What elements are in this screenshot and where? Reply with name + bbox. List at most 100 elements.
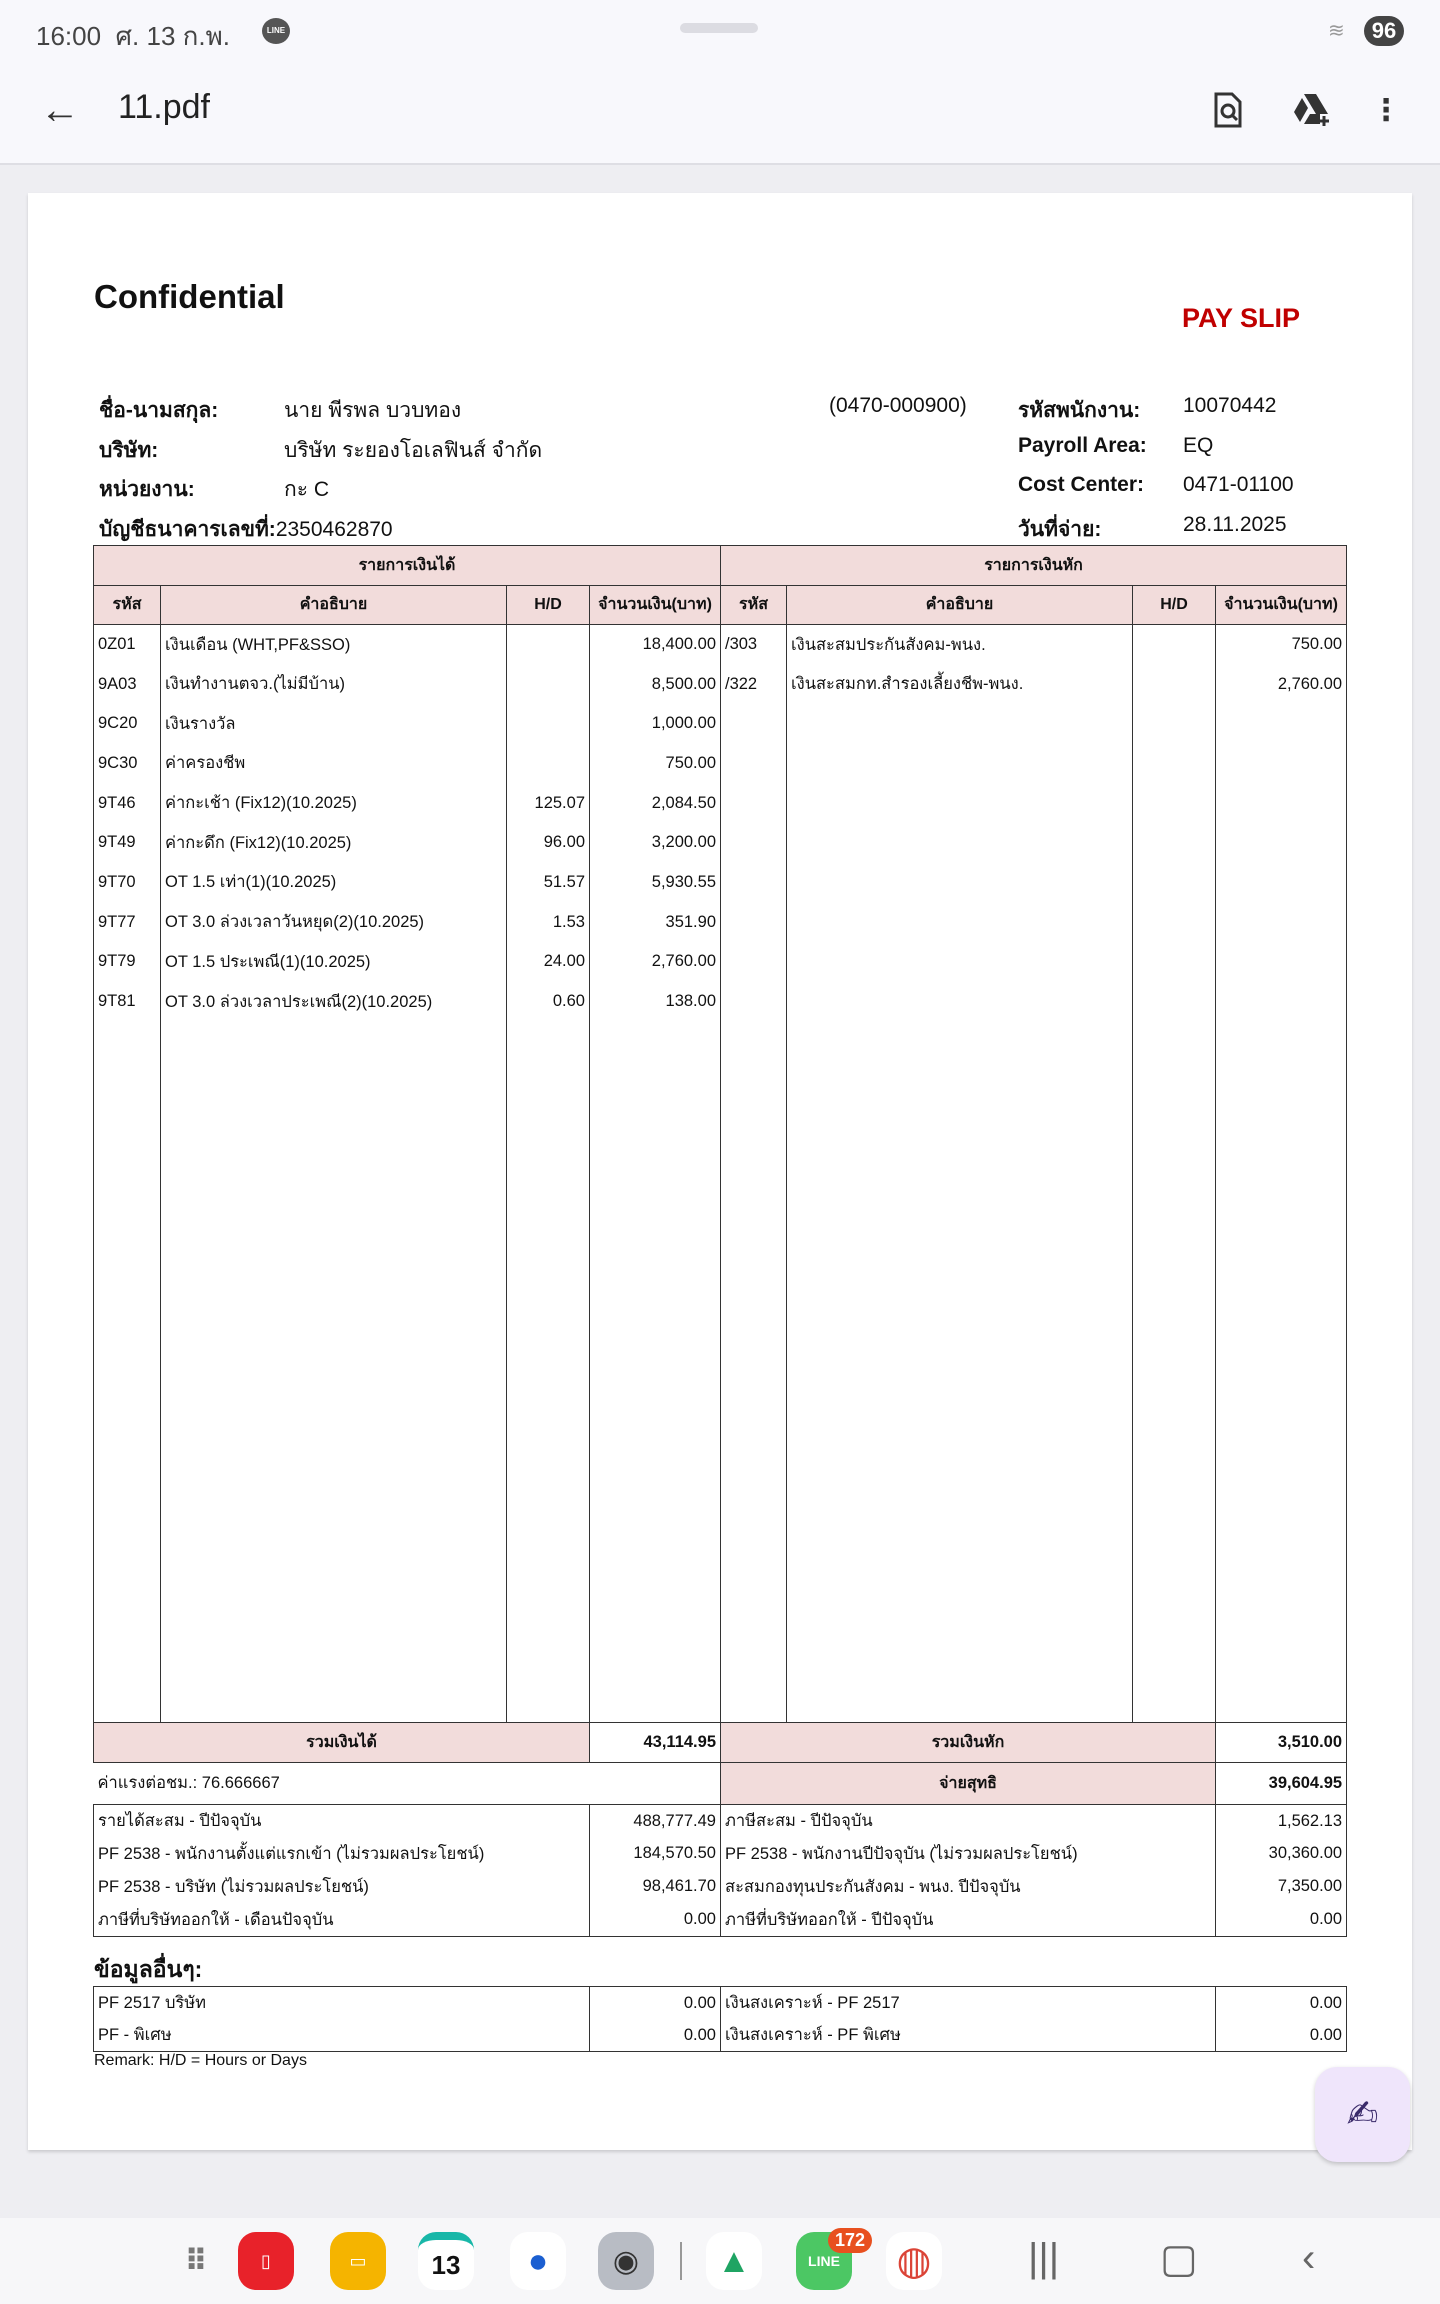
find-in-page-icon[interactable] (1206, 88, 1250, 132)
recents-button[interactable]: ||| (1028, 2236, 1060, 2280)
total-earnings-label: รวมเงินได้ (93, 1721, 590, 1763)
empty-rows (93, 1021, 1348, 1723)
drag-handle[interactable] (680, 23, 758, 33)
earning-item-hd: 0.60 (506, 981, 590, 1022)
confidential-heading: Confidential (94, 278, 285, 315)
col-desc: คำอธิบาย (786, 584, 1133, 625)
bank-number: 2350462870 (275, 518, 393, 541)
earning-item-amount: 8,500.00 (589, 664, 721, 704)
deduction-item-hd (1132, 783, 1216, 823)
notes-app-icon[interactable]: ▯ (238, 2232, 294, 2290)
deduction-item-hd (1132, 902, 1216, 942)
table-row: 9T46 ค่ากะเช้า (Fix12)(10.2025) 125.07 2,08… (93, 783, 1348, 823)
deduction-item-code (720, 822, 787, 863)
ytd-right-value: 1,562.13 (1214, 1803, 1348, 1838)
annotate-pen-icon[interactable]: ✍ (1315, 2067, 1410, 2162)
col-desc: คำอธิบาย (160, 584, 507, 625)
earning-item-amount: 750.00 (589, 743, 721, 784)
col-hd: H/D (1132, 584, 1216, 625)
empty-cell (589, 1021, 721, 1723)
taskbar: ⠿ ▯ ▭ 13 ● ◉ ▲ LINE 172 ◍ ||| ▢ ‹ (0, 2218, 1440, 2304)
deduction-item-description (786, 783, 1133, 823)
drive-add-icon[interactable] (1290, 88, 1334, 132)
deduction-item-amount (1214, 743, 1348, 784)
ytd-right-label: ภาษีสะสม - ปีปัจจุบัน (720, 1803, 1216, 1838)
earning-item-amount: 18,400.00 (589, 624, 721, 665)
ytd-left-label: PF 2538 - บริษัท (ไม่รวมผลประโยชน์) (93, 1870, 590, 1904)
earning-item-description: OT 1.5 เท่า(1)(10.2025) (160, 862, 507, 903)
wifi-icon: ≋ (1328, 20, 1345, 42)
unit-label: หน่วยงาน: (99, 478, 195, 501)
other-right-value: 0.00 (1215, 1986, 1347, 2019)
drive-app-icon[interactable]: ▲ (706, 2232, 762, 2290)
total-deductions-label: รวมเงินหัก (720, 1721, 1216, 1763)
messages-app-icon[interactable]: ● (510, 2232, 566, 2290)
deduction-item-amount (1214, 703, 1348, 744)
earning-item-description: OT 3.0 ล่วงเวลาประเพณี(2)(10.2025) (160, 981, 507, 1022)
chrome-app-icon[interactable]: ◍ (886, 2232, 942, 2290)
line-notification-icon: LINE (262, 18, 290, 44)
ytd-row: PF 2538 - พนักงานตั้งแต่แรกเข้า (ไม่รวมผ… (93, 1837, 1348, 1871)
deduction-item-code (720, 743, 787, 784)
pay-date: 28.11.2025 (1183, 513, 1287, 536)
empty-cell (506, 1021, 590, 1723)
cost-center-label: Cost Center: (1018, 473, 1145, 496)
table-row: 9A03 เงินทำงานตจว.(ไม่มีบ้าน) 8,500.00/322… (93, 664, 1348, 704)
earning-item-hd: 1.53 (506, 902, 590, 942)
ytd-right-label: สะสมกองทุนประกันสังคม - พนง. ปีปัจจุบัน (720, 1870, 1216, 1904)
ytd-left-value: 488,777.49 (589, 1803, 721, 1838)
date: ศ. 13 ก.พ. (115, 21, 230, 51)
earning-item-amount: 3,200.00 (589, 822, 721, 863)
ytd-right-value: 0.00 (1214, 1903, 1348, 1937)
table-row: 9C20 เงินรางวัล 1,000.00 (93, 703, 1348, 744)
table-row: 9T49 ค่ากะดึก (Fix12)(10.2025) 96.00 3,200.… (93, 822, 1348, 863)
deduction-item-description (786, 703, 1133, 744)
back-button[interactable]: ‹ (1302, 2236, 1316, 2280)
files-app-icon[interactable]: ▭ (330, 2232, 386, 2290)
deduction-item-hd (1132, 624, 1216, 665)
deduction-item-hd (1132, 664, 1216, 704)
more-vert-icon[interactable]: ⋮ (1371, 93, 1401, 127)
deduction-item-code (720, 703, 787, 744)
earning-item-hd (506, 703, 590, 744)
calendar-app-icon[interactable]: 13 (418, 2232, 474, 2290)
net-pay-label: จ่ายสุทธิ (720, 1761, 1216, 1805)
status-time-date: 16:00 ศ. 13 ก.พ. (36, 16, 230, 57)
deduction-item-amount (1214, 783, 1348, 823)
net-pay-row: ค่าแรงต่อชม.: 76.666667 จ่ายสุทธิ 39,604.9… (94, 1761, 1348, 1805)
earning-item-hd (506, 743, 590, 784)
section-header-row: รายการเงินได้ รายการเงินหัก (93, 545, 1348, 586)
camera-app-icon[interactable]: ◉ (598, 2232, 654, 2290)
earning-item-amount: 5,930.55 (589, 862, 721, 903)
deduction-item-description (786, 822, 1133, 863)
arrow-back-icon[interactable]: ← (40, 88, 80, 132)
col-code: รหัส (93, 584, 161, 625)
earning-item-amount: 2,084.50 (589, 783, 721, 823)
empty-cell (1214, 1021, 1348, 1723)
ytd-left-label: รายได้สะสม - ปีปัจจุบัน (93, 1803, 590, 1838)
bank-account: บัญชีธนาคารเลขที่:2350462870 (99, 513, 393, 546)
apps-grid-icon[interactable]: ⠿ (184, 2244, 208, 2278)
ytd-right-label: PF 2538 - พนักงานปีปัจจุบัน (ไม่รวมผลประ… (720, 1837, 1216, 1871)
line-label: LINE (808, 2253, 840, 2269)
dock-divider (680, 2242, 682, 2280)
earning-item-hd: 51.57 (506, 862, 590, 903)
earning-item-description: เงินเดือน (WHT,PF&SSO) (160, 624, 507, 665)
earning-item-description: OT 3.0 ล่วงเวลาวันหยุด(2)(10.2025) (160, 902, 507, 942)
home-button[interactable]: ▢ (1160, 2237, 1198, 2281)
ytd-row: รายได้สะสม - ปีปัจจุบัน 488,777.49 ภาษีสะส… (93, 1803, 1348, 1838)
deduction-item-hd (1132, 703, 1216, 744)
pay-slip-title: PAY SLIP (1182, 303, 1301, 333)
earnings-title: รายการเงินได้ (93, 545, 721, 586)
empty-cell (160, 1021, 507, 1723)
employee-id-label: รหัสพนักงาน: (1018, 399, 1141, 422)
earning-item-code: 9T77 (93, 902, 161, 942)
other-left-label: PF 2517 บริษัท (93, 1986, 590, 2019)
clock: 16:00 (36, 21, 102, 51)
other-left-value: 0.00 (589, 1986, 721, 2019)
table-row: 9T70 OT 1.5 เท่า(1)(10.2025) 51.57 5,930.55 (93, 862, 1348, 903)
empty-cell (786, 1021, 1133, 1723)
deduction-item-code (720, 981, 787, 1022)
earning-item-code: 9C20 (93, 703, 161, 744)
deduction-item-description (786, 743, 1133, 784)
